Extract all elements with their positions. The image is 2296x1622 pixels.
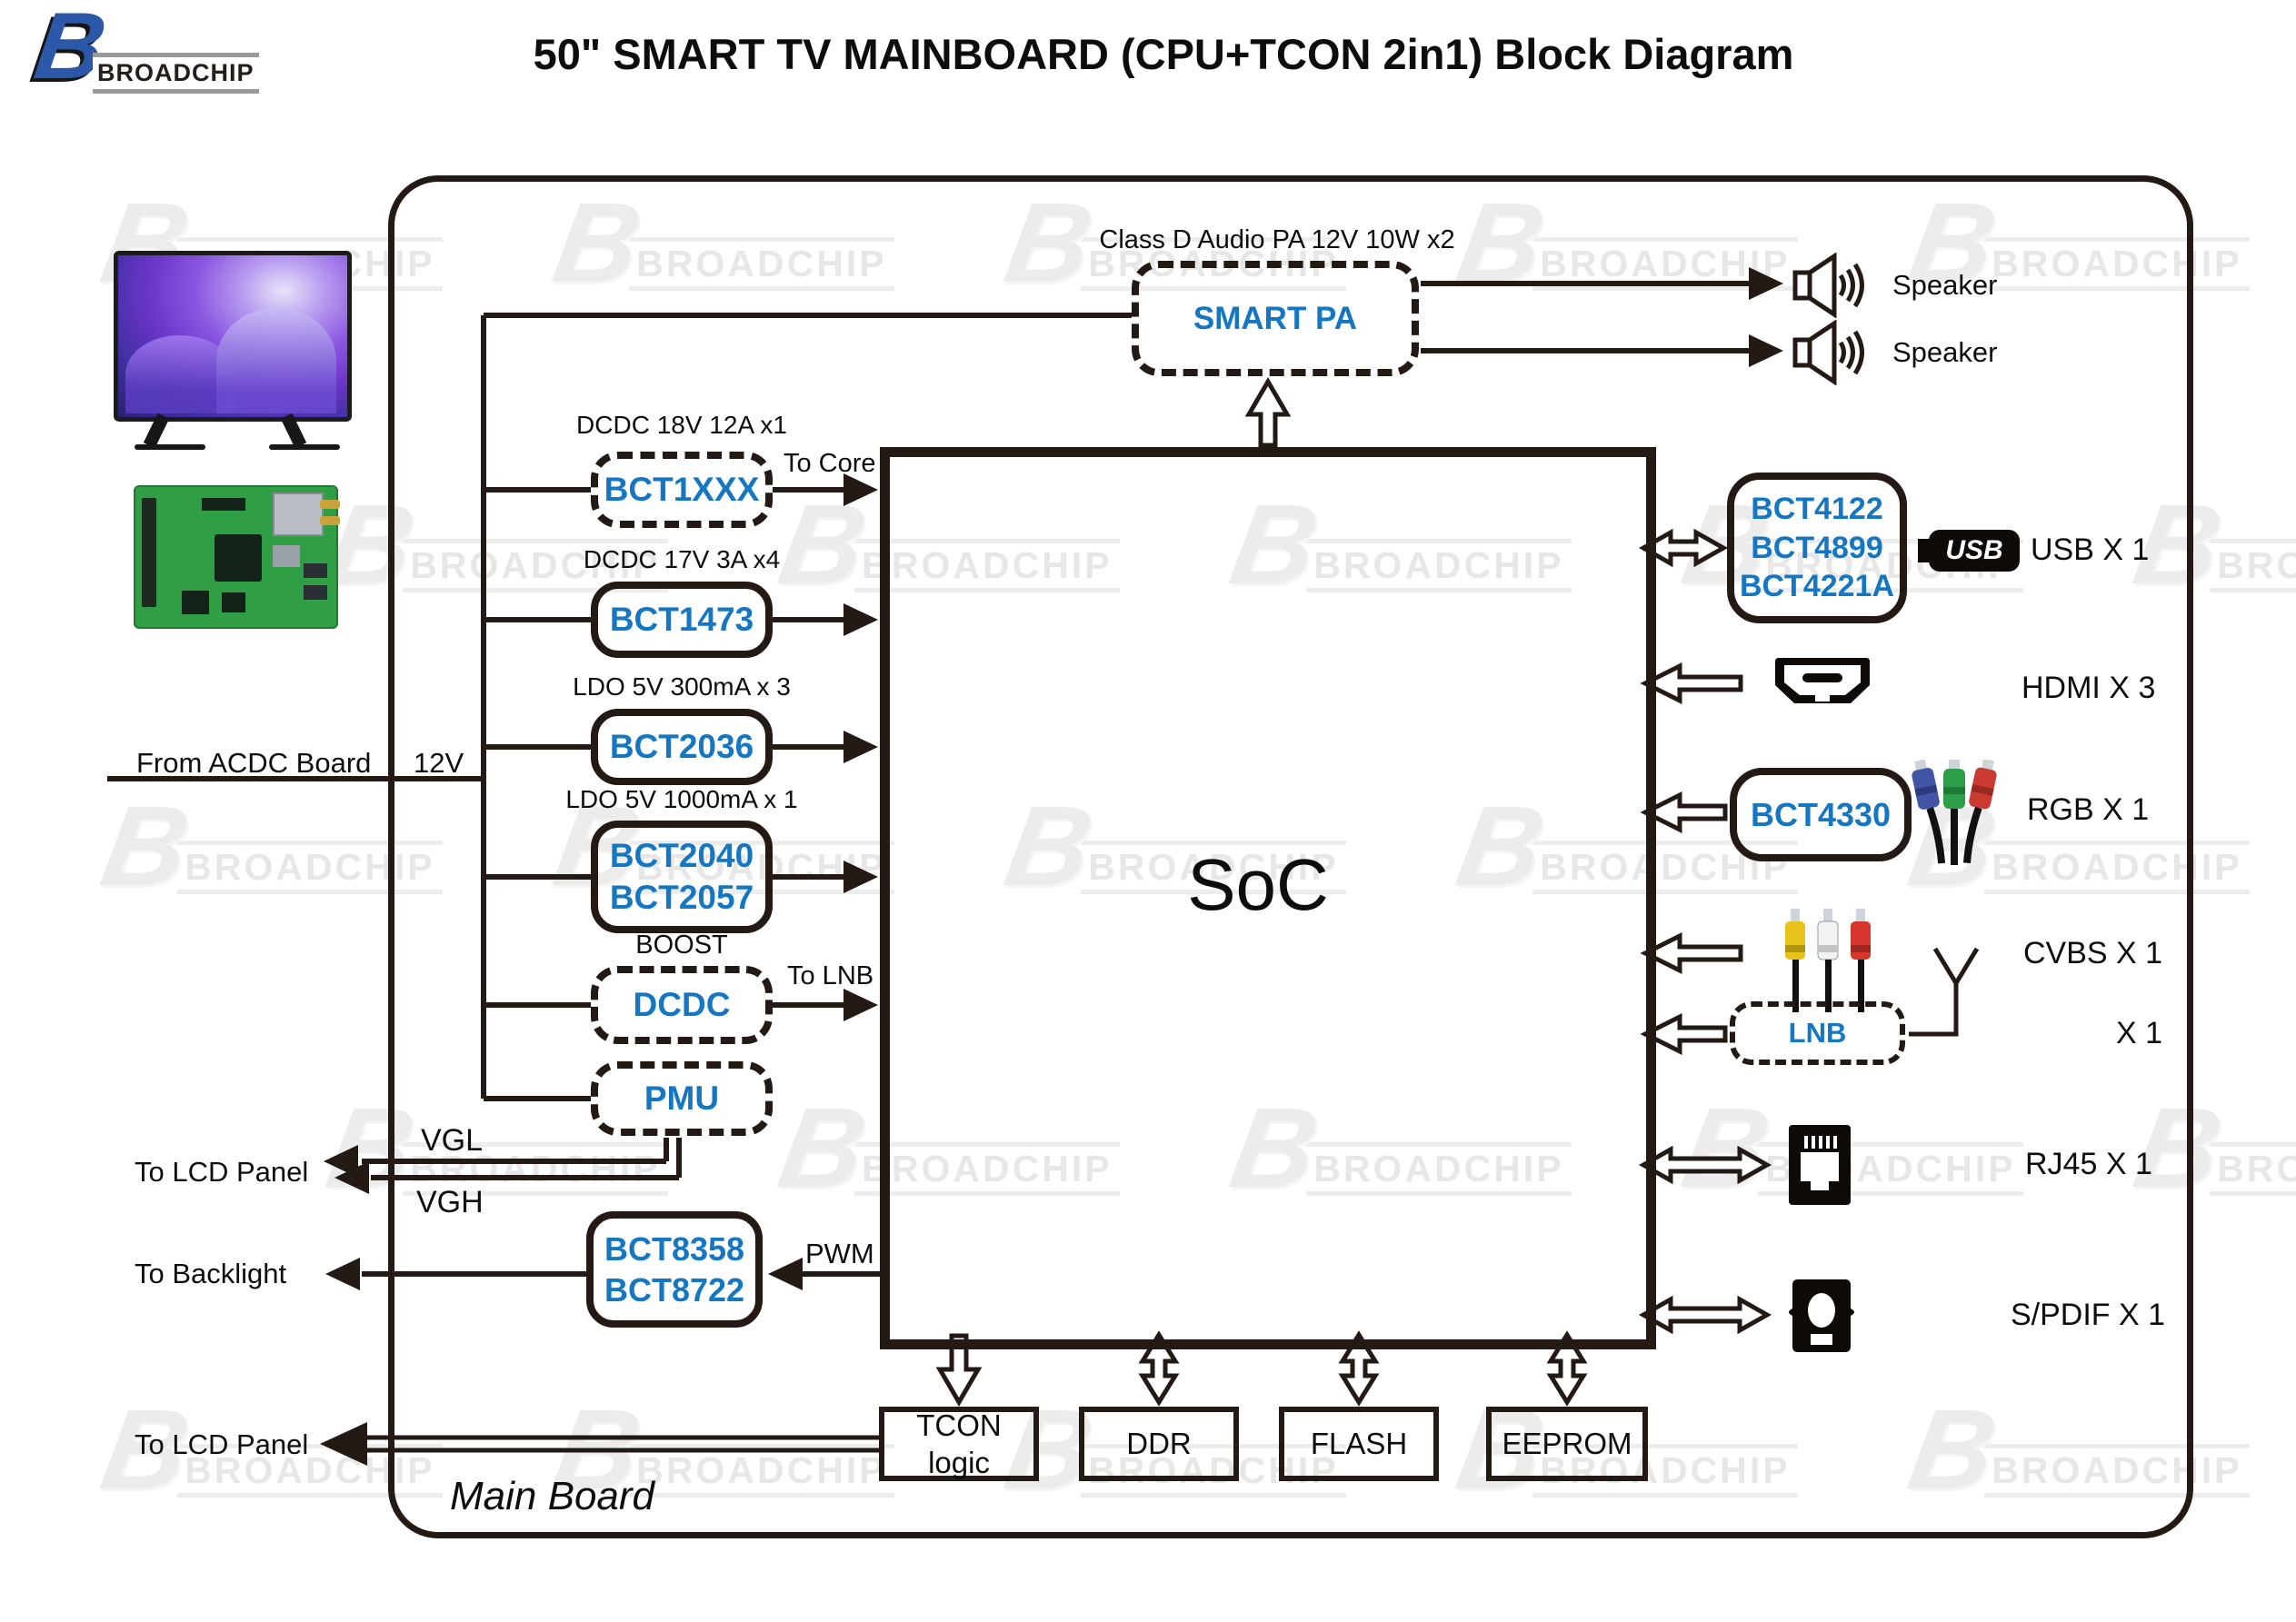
speaker1-label: Speaker (1892, 269, 1998, 301)
bct4899-label: BCT4899 (1751, 530, 1883, 565)
flash-label: FLASH (1310, 1427, 1408, 1461)
bct4330-block: BCT4330 (1730, 768, 1912, 861)
soc-label: SoC (1187, 844, 1329, 925)
bct8722-label: BCT8722 (604, 1271, 745, 1309)
main-board-outline (388, 175, 2193, 1538)
bct1473-label: BCT1473 (609, 600, 754, 638)
spdif-icon (1789, 1279, 1854, 1352)
tcon-logic-block: TCON logic (879, 1407, 1039, 1481)
hdmi-port-label: HDMI X 3 (2021, 671, 2156, 705)
flash-block: FLASH (1279, 1407, 1439, 1481)
to-lcd-panel-top-label: To LCD Panel (135, 1156, 309, 1188)
pmu-label: PMU (644, 1079, 720, 1117)
ddr-block: DDR (1079, 1407, 1239, 1481)
power-bus-lines (107, 281, 1752, 1277)
boost-dcdc-block: DCDC (591, 966, 773, 1044)
hollow-arrows (935, 377, 1772, 1407)
ldo1000-caption: LDO 5V 1000mA x 1 (565, 785, 798, 813)
smart-pa-block: SMART PA (1132, 261, 1419, 376)
ldo300-caption: LDO 5V 300mA x 3 (573, 672, 791, 701)
to-core-label: To Core (784, 449, 876, 478)
lnb-label: LNB (1788, 1016, 1847, 1049)
usb-chips-block: BCT4122 BCT4899 BCT4221A (1727, 473, 1907, 623)
cvbs-port-label: CVBS X 1 (2023, 936, 2163, 970)
rj45-icon (1789, 1125, 1851, 1205)
bct4221a-label: BCT4221A (1739, 569, 1895, 604)
rgb-rca-icon (1912, 760, 1997, 865)
rj45-port-label: RJ45 X 1 (2025, 1147, 2152, 1181)
speaker2-label: Speaker (1892, 336, 1998, 368)
bct1473-block: BCT1473 (591, 582, 773, 658)
bct4330-label: BCT4330 (1750, 796, 1892, 833)
panel17-caption: DCDC 17V 3A x4 (583, 545, 781, 573)
rgb-port-label: RGB X 1 (2027, 792, 2150, 827)
boost-caption: BOOST (635, 930, 728, 960)
boost-dcdc-label: DCDC (633, 985, 731, 1023)
pwm-label: PWM (805, 1238, 874, 1269)
bct8358-label: BCT8358 (604, 1230, 745, 1268)
eeprom-block: EEPROM (1486, 1407, 1648, 1481)
to-lnb-label: To LNB (787, 961, 874, 990)
pmu-block: PMU (591, 1061, 773, 1136)
vgl-label: VGL (421, 1123, 484, 1158)
usb-icon-text: USB (1945, 535, 2003, 565)
cvbs-rca-icon (1785, 909, 1871, 1012)
rail-12v-label: 12V (414, 747, 464, 779)
usb-port-label: USB X 1 (2031, 532, 2150, 567)
speaker-icon (1792, 253, 1864, 318)
bct4122-label: BCT4122 (1751, 492, 1883, 527)
bct2040-2057-block: BCT2040 BCT2057 (591, 821, 773, 933)
spdif-port-label: S/PDIF X 1 (2011, 1298, 2166, 1332)
ddr-label: DDR (1126, 1427, 1192, 1461)
to-backlight-label: To Backlight (135, 1258, 287, 1289)
bct8358-8722-block: BCT8358 BCT8722 (586, 1211, 763, 1328)
page-title: 50" SMART TV MAINBOARD (CPU+TCON 2in1) B… (533, 30, 1794, 78)
bct2057-label: BCT2057 (609, 879, 754, 916)
vgh-label: VGH (416, 1185, 484, 1219)
bct1xxx-block: BCT1XXX (591, 452, 773, 528)
lnb-count-label: X 1 (2116, 1016, 2163, 1050)
bct2036-block: BCT2036 (591, 709, 773, 785)
tcon-panel-lines (364, 947, 1980, 1453)
solid-arrowheads (320, 267, 1783, 1466)
tcon-logic-label: TCON logic (916, 1408, 1002, 1479)
soc-block (880, 447, 1656, 1349)
eeprom-label: EEPROM (1502, 1427, 1632, 1461)
main-board-label: Main Board (450, 1474, 655, 1518)
smart-pa-label: SMART PA (1193, 300, 1358, 336)
acdc-source-label: From ACDC Board (136, 747, 372, 779)
broadchip-logo: B BROADCHIP (29, 0, 259, 101)
usb-icon: USB (1918, 530, 2020, 572)
hdmi-icon (1775, 658, 1870, 703)
bct2036-label: BCT2036 (609, 727, 754, 765)
logo-brand-text: BROADCHIP (93, 53, 259, 94)
lnb-block: LNB (1730, 1001, 1905, 1065)
to-lcd-panel-bottom-label: To LCD Panel (135, 1428, 309, 1460)
core-reg-caption: DCDC 18V 12A x1 (576, 411, 787, 439)
bct2040-label: BCT2040 (609, 836, 754, 874)
bct1xxx-label: BCT1XXX (604, 470, 760, 508)
speaker-icon (1792, 320, 1864, 385)
audio-pa-caption: Class D Audio PA 12V 10W x2 (1099, 225, 1455, 254)
